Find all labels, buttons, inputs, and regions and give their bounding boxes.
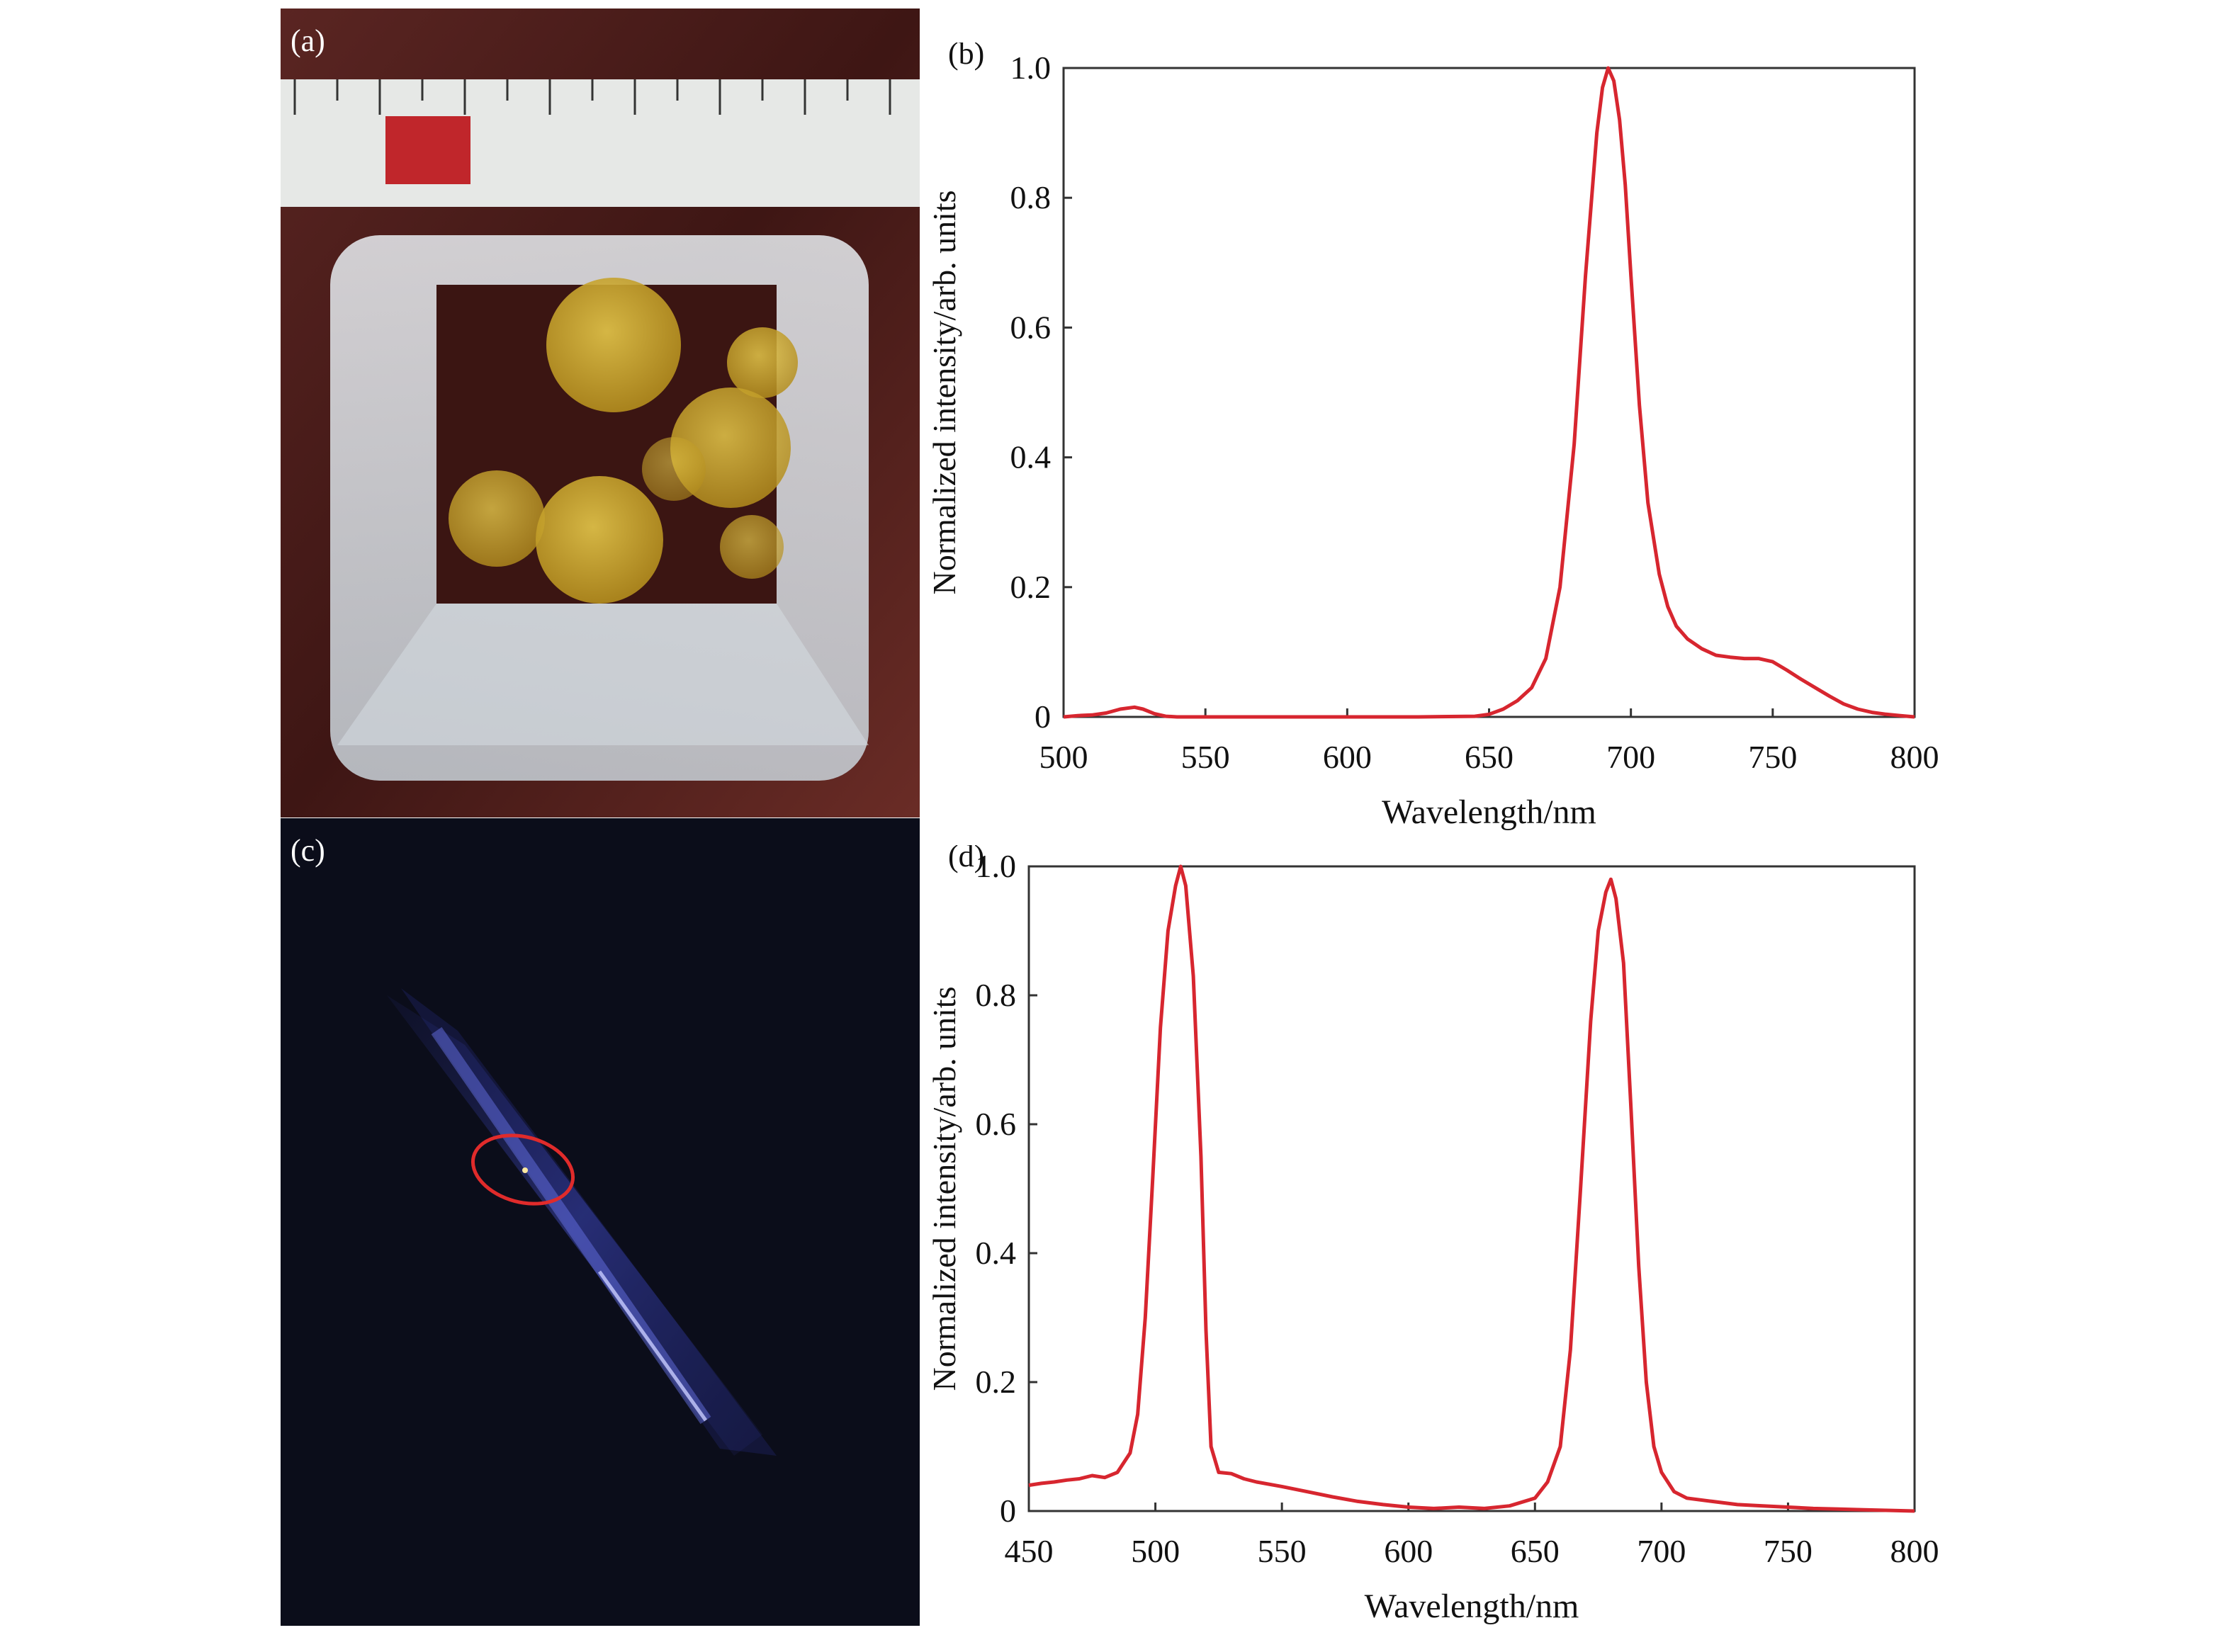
x-tick-label-d-6: 750 xyxy=(1764,1533,1813,1569)
x-tick-label-b-2: 600 xyxy=(1323,739,1372,775)
x-tick-label-b-0: 500 xyxy=(1039,739,1088,775)
y-axis-label-b: Normalized intensity/arb. units xyxy=(926,190,962,594)
x-tick-label-b-3: 650 xyxy=(1465,739,1514,775)
y-axis-label-d: Normalized intensity/arb. units xyxy=(926,986,962,1391)
y-tick-label-d-3: 0.6 xyxy=(976,1106,1017,1142)
x-tick-label-b-4: 700 xyxy=(1606,739,1655,775)
x-tick-label-b-6: 800 xyxy=(1890,739,1939,775)
panel-label-c: (c) xyxy=(291,833,325,868)
plot-frame-b xyxy=(1062,67,1916,718)
fiber-photo-illustration xyxy=(281,818,920,1626)
series-line-b-0 xyxy=(1063,66,1915,719)
y-tick-label-d-1: 0.2 xyxy=(976,1364,1017,1400)
x-tick-label-b-1: 550 xyxy=(1181,739,1230,775)
dish-photo-illustration xyxy=(281,9,920,817)
x-tick-label-b-5: 750 xyxy=(1748,739,1797,775)
x-tick-label-d-3: 600 xyxy=(1384,1533,1433,1569)
panel-label-d: (d) xyxy=(948,845,984,873)
y-tick-label-b-2: 0.4 xyxy=(1010,439,1052,475)
y-tick-label-d-5: 1.0 xyxy=(976,848,1017,884)
spectrum-chart-b: (b) 500 550 600 650 700 750 800 0 0.2 0.4 0.6 0.8 1.… xyxy=(926,36,1939,831)
highlight-ellipse xyxy=(470,1133,575,1206)
y-tick-label-d-2: 0.4 xyxy=(976,1235,1017,1271)
chart-panel-d: (d) 450 500 550 600 650 700 750 800 0 0.2 0.4 0.6 0.… xyxy=(921,839,1970,1648)
photo-panel-a: (a) xyxy=(281,9,920,817)
x-tick-label-d-4: 650 xyxy=(1511,1533,1560,1569)
x-tick-label-d-1: 500 xyxy=(1131,1533,1180,1569)
x-axis-label-d: Wavelength/nm xyxy=(1365,1588,1579,1625)
series-line-d-0 xyxy=(1028,864,1915,1513)
x-tick-label-d-2: 550 xyxy=(1258,1533,1307,1569)
y-tick-label-b-4: 0.8 xyxy=(1010,179,1052,215)
y-tick-label-b-0: 0 xyxy=(1035,698,1051,735)
panel-label-b: (b) xyxy=(948,43,984,71)
photo-panel-c: (c) xyxy=(281,818,920,1626)
spectrum-chart-d: (d) 450 500 550 600 650 700 750 800 0 0.2 0.4 0.6 0.… xyxy=(926,839,1939,1625)
y-tick-label-b-5: 1.0 xyxy=(1010,50,1052,86)
x-tick-label-d-7: 800 xyxy=(1890,1533,1939,1569)
panel-label-a: (a) xyxy=(291,23,325,58)
y-tick-label-b-3: 0.6 xyxy=(1010,309,1052,345)
x-axis-label-b: Wavelength/nm xyxy=(1382,793,1596,831)
y-tick-label-b-1: 0.2 xyxy=(1010,569,1052,605)
x-tick-label-d-5: 700 xyxy=(1637,1533,1686,1569)
x-tick-label-d-0: 450 xyxy=(1005,1533,1054,1569)
y-tick-label-d-4: 0.8 xyxy=(976,977,1017,1013)
chart-panel-b: (b) 500 550 600 650 700 750 800 0 0.2 0.4 0.6 0.8 1.… xyxy=(921,36,1970,850)
y-tick-label-d-0: 0 xyxy=(1000,1493,1016,1529)
plot-frame-d xyxy=(1027,865,1916,1512)
